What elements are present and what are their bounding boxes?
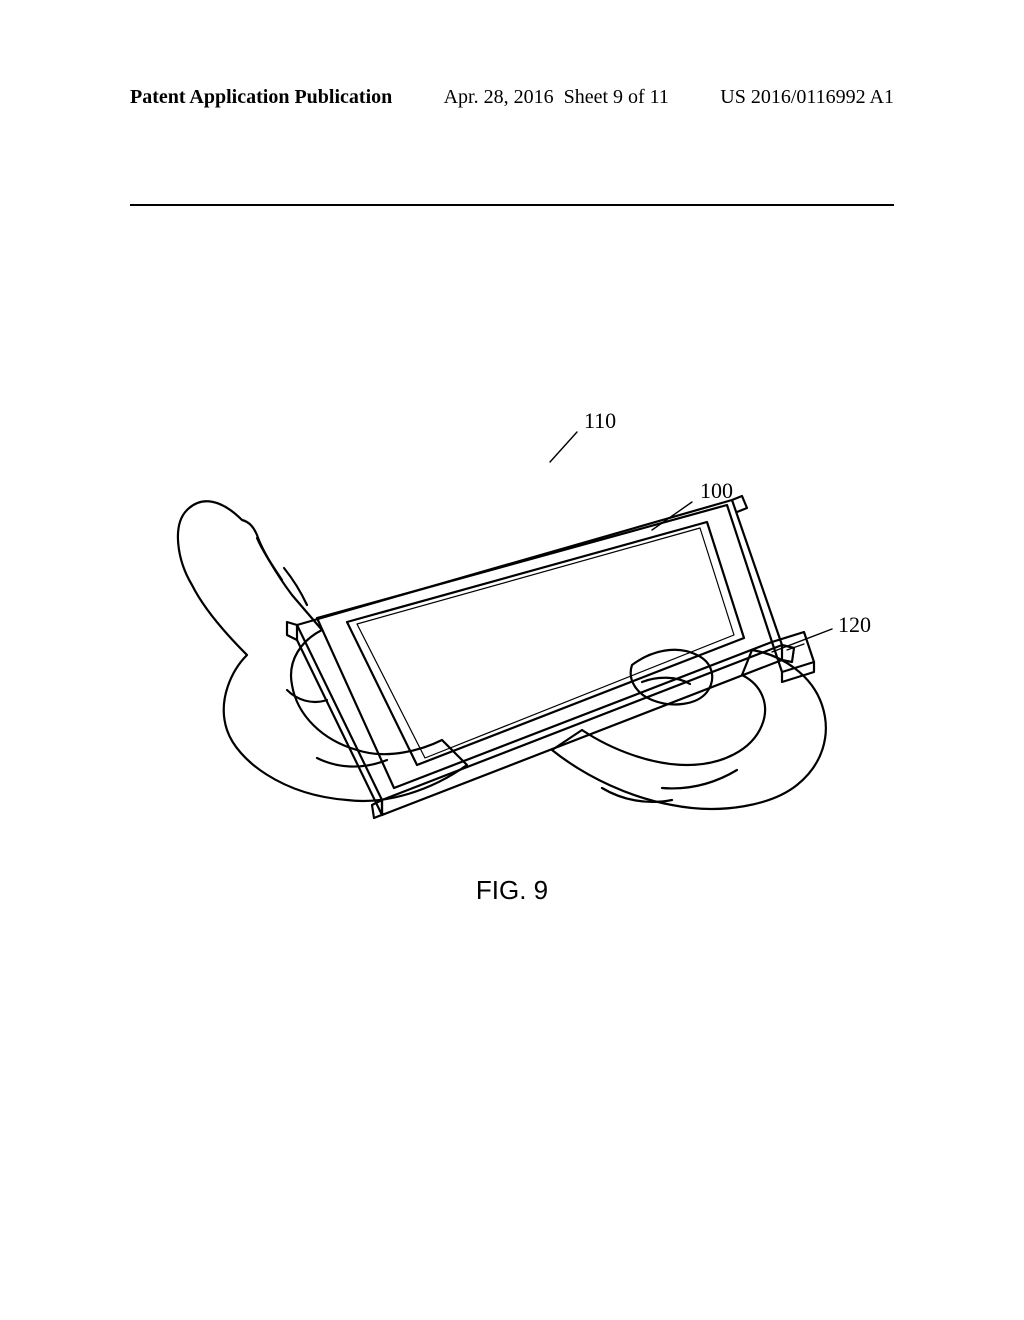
label-100: 100 — [700, 478, 733, 503]
device-screen-100 — [317, 505, 772, 788]
publication-number: US 2016/0116992 A1 — [720, 86, 894, 109]
publication-date: Apr. 28, 2016 — [444, 86, 554, 108]
page-header: Patent Application Publication Apr. 28, … — [0, 86, 1024, 109]
header-rule — [130, 204, 894, 206]
figure-caption: FIG. 9 — [0, 875, 1024, 906]
label-110: 110 — [584, 408, 616, 433]
label-120: 120 — [838, 612, 871, 637]
figure-9: 110 100 120 — [0, 400, 1024, 860]
figure-drawing: 110 100 120 — [132, 400, 892, 860]
sheet-label: Sheet 9 of 11 — [564, 86, 669, 108]
reference-labels: 110 100 120 — [584, 408, 871, 637]
date-and-sheet: Apr. 28, 2016 Sheet 9 of 11 — [444, 86, 669, 109]
publication-type: Patent Application Publication — [130, 86, 392, 109]
